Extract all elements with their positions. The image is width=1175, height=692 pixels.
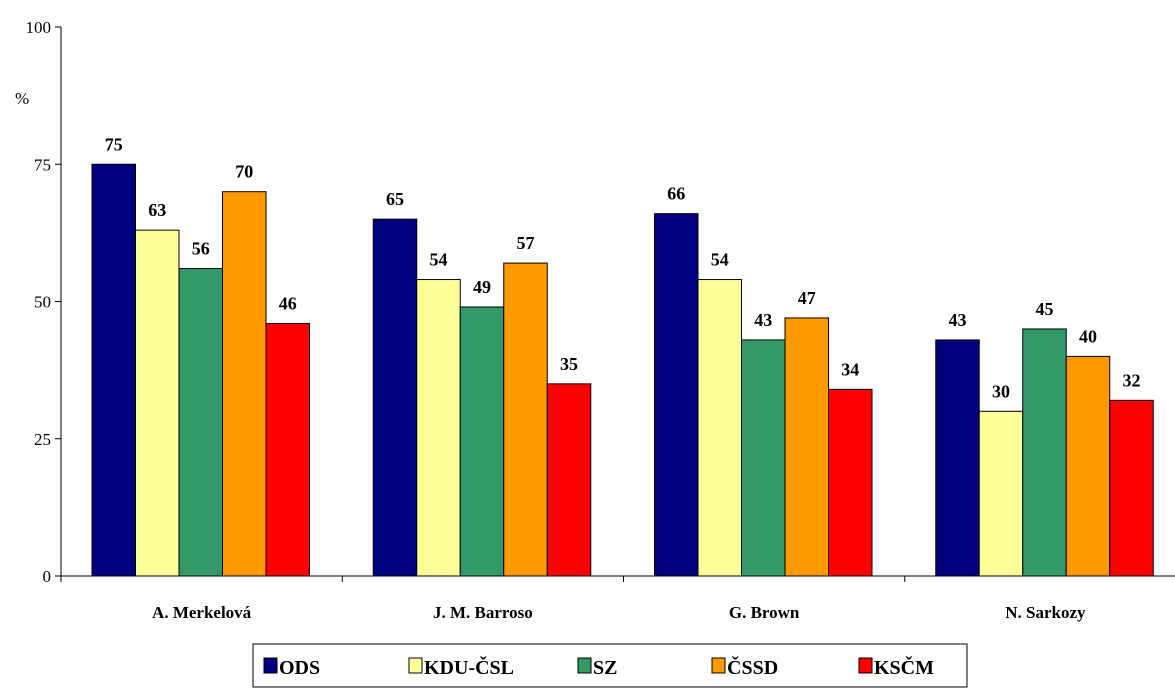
bar: [741, 339, 786, 577]
y-tick-label: 0: [43, 567, 52, 586]
bars: 75 63 56 70 46 65 54 49 57 35 66 54 43 47 34 43 30 45 40 32: [91, 134, 1154, 577]
bar: [1109, 399, 1154, 577]
data-label: 56: [192, 239, 210, 259]
data-label: 46: [279, 293, 297, 313]
y-axis: 0 25 50 75 100: [26, 18, 62, 586]
data-label: 54: [711, 250, 729, 270]
bar: [978, 410, 1024, 577]
legend-label: KDU-ČSL: [424, 655, 514, 679]
bar: [503, 262, 548, 577]
legend-label: SZ: [593, 657, 617, 679]
data-label: 57: [517, 233, 535, 253]
data-label: 30: [992, 381, 1010, 401]
data-label: 45: [1036, 299, 1054, 319]
data-label: 66: [667, 184, 685, 204]
data-label: 34: [841, 359, 859, 379]
bar: [1022, 328, 1067, 577]
bar: [654, 213, 699, 577]
data-label: 47: [798, 288, 816, 308]
legend: ODS KDU-ČSL SZ ČSSD KSČM: [252, 643, 968, 688]
bar: [935, 339, 980, 577]
bar: [91, 163, 136, 577]
bar: [265, 322, 310, 577]
data-label: 63: [148, 200, 166, 220]
bar: [1065, 355, 1111, 577]
bar: [459, 306, 505, 577]
legend-label: ODS: [279, 657, 320, 679]
bar: [697, 279, 742, 577]
data-label: 43: [754, 310, 772, 330]
data-label: 75: [105, 134, 123, 154]
legend-swatch: [858, 657, 873, 674]
legend-box: [252, 643, 968, 688]
legend-swatch: [263, 657, 278, 674]
legend-swatch: [711, 657, 726, 674]
data-label: 54: [430, 250, 448, 270]
bar: [372, 218, 418, 577]
bar: [784, 317, 829, 577]
x-category-label: G. Brown: [729, 603, 800, 622]
data-label: 65: [386, 189, 404, 209]
bar: [416, 279, 461, 577]
bar: [828, 388, 873, 577]
x-category-label: A. Merkelová: [152, 603, 252, 622]
data-label: 70: [235, 162, 253, 182]
y-tick-label: 100: [26, 18, 52, 37]
data-label: 40: [1079, 326, 1097, 346]
legend-swatch: [577, 657, 592, 674]
bar: [178, 268, 223, 577]
bar: [546, 383, 592, 577]
legend-label: ČSSD: [727, 655, 778, 679]
y-tick-label: 75: [34, 155, 51, 174]
y-tick-label: 50: [34, 293, 51, 312]
x-category-label: N. Sarkozy: [1005, 603, 1086, 622]
legend-swatch: [408, 657, 423, 674]
legend-label: KSČM: [874, 655, 934, 679]
y-axis-label: %: [15, 89, 29, 108]
data-label: 32: [1123, 370, 1141, 390]
data-label: 35: [560, 354, 578, 374]
data-label: 43: [949, 310, 967, 330]
x-category-label: J. M. Barroso: [433, 603, 533, 622]
bar: [222, 191, 267, 577]
bar: [135, 229, 180, 577]
x-axis: A. Merkelová J. M. Barroso G. Brown N. Sark…: [60, 575, 1175, 622]
y-tick-label: 25: [34, 430, 51, 449]
data-label: 49: [473, 277, 491, 297]
